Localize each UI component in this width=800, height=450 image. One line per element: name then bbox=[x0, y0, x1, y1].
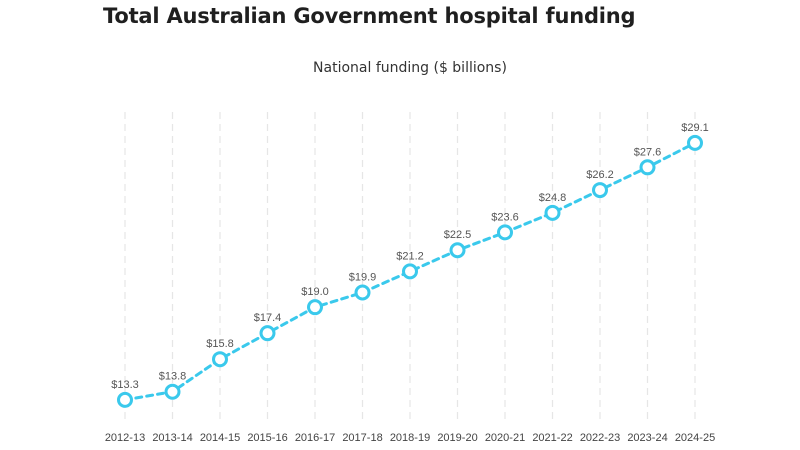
data-point-2014-15[interactable] bbox=[212, 351, 228, 368]
data-label-2023-24: $27.6 bbox=[634, 146, 662, 158]
x-tick-label-2022-23: 2022-23 bbox=[580, 432, 620, 444]
data-label-2014-15: $15.8 bbox=[206, 338, 234, 350]
x-tick-label-2024-25: 2024-25 bbox=[675, 432, 715, 444]
data-point-2021-22[interactable] bbox=[544, 204, 561, 221]
x-tick-label-2014-15: 2014-15 bbox=[200, 432, 240, 444]
chart-title: Total Australian Government hospital fun… bbox=[103, 4, 636, 28]
x-tick-label-2012-13: 2012-13 bbox=[105, 432, 145, 444]
data-label-2019-20: $22.5 bbox=[444, 229, 472, 241]
x-tick-label-2021-22: 2021-22 bbox=[532, 432, 572, 444]
chart-subtitle: National funding ($ billions) bbox=[313, 60, 507, 76]
x-tick-label-2023-24: 2023-24 bbox=[627, 432, 667, 444]
data-point-2015-16[interactable] bbox=[259, 325, 276, 342]
data-point-2019-20[interactable] bbox=[449, 242, 466, 259]
x-tick-label-2020-21: 2020-21 bbox=[485, 432, 525, 444]
x-tick-label-2016-17: 2016-17 bbox=[295, 432, 335, 444]
data-point-2022-23[interactable] bbox=[592, 182, 608, 199]
x-tick-label-2019-20: 2019-20 bbox=[437, 432, 477, 444]
data-label-2024-25: $29.1 bbox=[681, 122, 709, 134]
data-label-2021-22: $24.8 bbox=[539, 192, 567, 204]
data-label-2020-21: $23.6 bbox=[491, 211, 519, 223]
data-label-2012-13: $13.3 bbox=[111, 379, 139, 391]
data-point-2012-13[interactable] bbox=[117, 391, 133, 408]
data-label-2013-14: $13.8 bbox=[159, 371, 187, 383]
marker-layer bbox=[117, 134, 703, 408]
data-point-2016-17[interactable] bbox=[307, 299, 323, 316]
data-point-2023-24[interactable] bbox=[639, 159, 656, 176]
x-tick-label-2013-14: 2013-14 bbox=[152, 432, 192, 444]
data-point-2013-14[interactable] bbox=[164, 383, 181, 400]
x-axis-ticks: 2012-13 2013-14 2014-15 2015-16 2016-17 2017-… bbox=[105, 432, 715, 444]
grid-layer bbox=[124, 112, 696, 422]
x-tick-label-2015-16: 2015-16 bbox=[247, 432, 287, 444]
data-label-2015-16: $17.4 bbox=[254, 312, 282, 324]
data-point-2018-19[interactable] bbox=[402, 263, 418, 280]
data-point-2020-21[interactable] bbox=[497, 224, 513, 241]
data-point-2017-18[interactable] bbox=[354, 284, 371, 301]
data-point-2024-25[interactable] bbox=[687, 134, 703, 151]
data-label-2017-18: $19.9 bbox=[349, 272, 377, 284]
data-label-2022-23: $26.2 bbox=[586, 169, 614, 181]
data-label-2016-17: $19.0 bbox=[301, 286, 329, 298]
data-label-2018-19: $21.2 bbox=[396, 250, 424, 262]
x-tick-label-2017-18: 2017-18 bbox=[342, 432, 382, 444]
x-tick-label-2018-19: 2018-19 bbox=[390, 432, 430, 444]
label-layer: $13.3 $13.8 $15.8 $17.4 $19.0 $19.9 $21.2 $22.5… bbox=[111, 122, 709, 391]
